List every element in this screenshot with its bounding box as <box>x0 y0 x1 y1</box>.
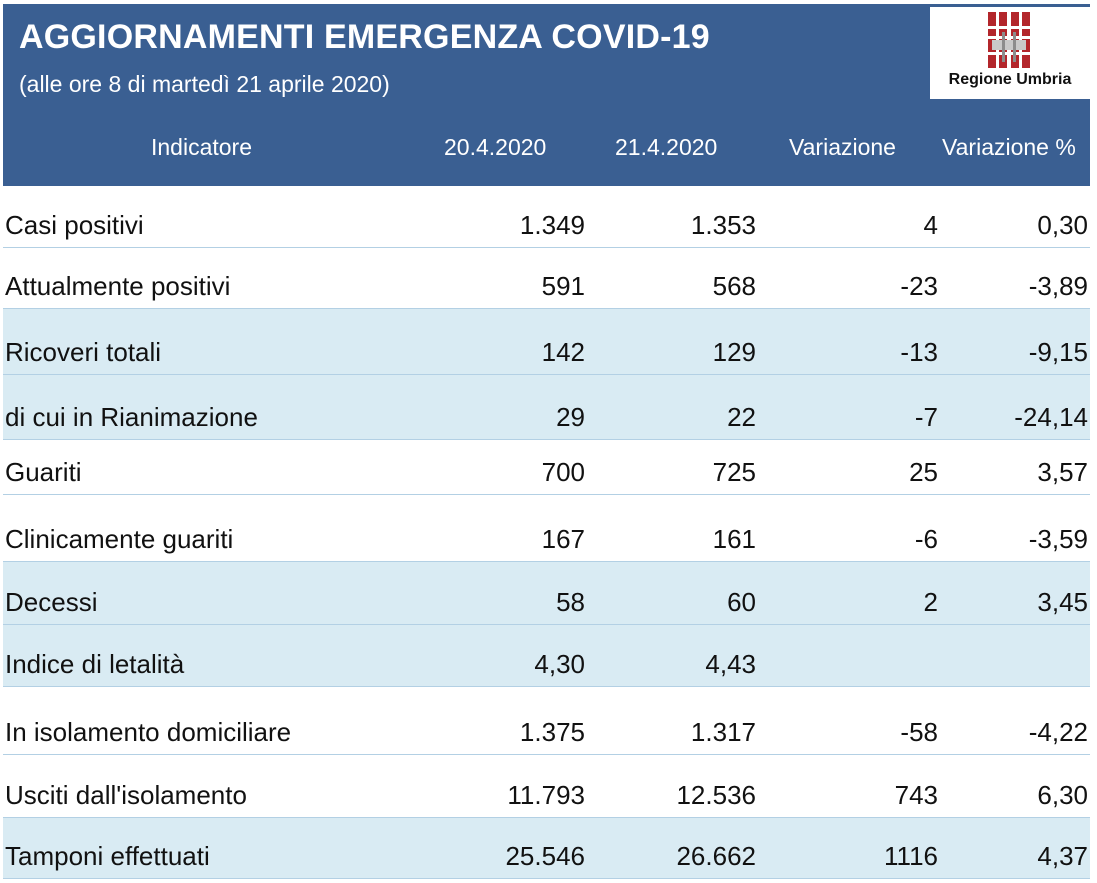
value-date-2: 725 <box>712 457 756 487</box>
indicator-label: Usciti dall'isolamento <box>5 780 247 810</box>
value-date-1: 1.349 <box>519 210 585 240</box>
value-variation: -23 <box>900 271 938 301</box>
value-date-1: 142 <box>541 337 585 367</box>
value-date-1: 25.546 <box>505 841 585 871</box>
value-variation-percent: 3,45 <box>1037 587 1088 617</box>
value-date-1: 29 <box>556 402 585 432</box>
column-header-variazione-percent: Variazione % <box>942 134 1076 160</box>
value-variation-percent: 4,37 <box>1037 841 1088 871</box>
table-row: Indice di letalità 4,30 4,43 <box>3 625 1090 687</box>
table-row: Ricoveri totali 142 129 -13 -9,15 <box>3 309 1090 375</box>
value-date-2: 129 <box>712 337 756 367</box>
indicator-label: di cui in Rianimazione <box>5 402 258 432</box>
value-date-2: 26.662 <box>676 841 756 871</box>
value-date-1: 167 <box>541 524 585 554</box>
value-variation: 2 <box>923 587 938 617</box>
table-row: Guariti 700 725 25 3,57 <box>3 440 1090 495</box>
value-date-2: 22 <box>727 402 756 432</box>
table-row: Attualmente positivi 591 568 -23 -3,89 <box>3 248 1090 309</box>
indicator-label: Guariti <box>5 457 82 487</box>
value-variation: 4 <box>923 210 938 240</box>
table-row: Decessi 58 60 2 3,45 <box>3 562 1090 625</box>
value-variation-percent: -3,59 <box>1028 524 1088 554</box>
page-header: AGGIORNAMENTI EMERGENZA COVID-19 (alle o… <box>3 4 1090 106</box>
value-date-1: 591 <box>541 271 585 301</box>
logo: Regione Umbria <box>930 7 1090 99</box>
indicator-label: Ricoveri totali <box>5 337 162 367</box>
table-row: Casi positivi 1.349 1.353 4 0,30 <box>3 186 1090 248</box>
value-variation-percent: 6,30 <box>1037 780 1088 810</box>
column-header-date-2: 21.4.2020 <box>615 134 718 160</box>
table-row: Clinicamente guariti 167 161 -6 -3,59 <box>3 495 1090 562</box>
indicator-label: Tamponi effettuati <box>5 841 210 871</box>
column-header-indicatore: Indicatore <box>151 134 253 160</box>
indicator-label: Decessi <box>5 587 98 617</box>
value-date-2: 161 <box>712 524 756 554</box>
value-variation-percent: 3,57 <box>1037 457 1088 487</box>
table-header: Indicatore 20.4.2020 21.4.2020 Variazion… <box>3 106 1090 186</box>
logo-text: Regione Umbria <box>948 71 1072 88</box>
indicator-label: Attualmente positivi <box>5 271 231 301</box>
table-row: In isolamento domiciliare 1.375 1.317 -5… <box>3 687 1090 755</box>
value-date-2: 12.536 <box>676 780 756 810</box>
value-date-2: 1.317 <box>690 717 756 747</box>
value-date-2: 568 <box>712 271 756 301</box>
value-variation: 25 <box>909 457 938 487</box>
indicator-label: Indice di letalità <box>5 649 185 679</box>
value-variation: -13 <box>900 337 938 367</box>
value-date-2: 4,43 <box>705 649 756 679</box>
table-row: di cui in Rianimazione 29 22 -7 -24,14 <box>3 375 1090 440</box>
page-title: AGGIORNAMENTI EMERGENZA COVID-19 <box>19 18 710 56</box>
column-header-date-1: 20.4.2020 <box>444 134 547 160</box>
value-date-1: 700 <box>541 457 585 487</box>
value-variation-percent: -4,22 <box>1028 717 1088 747</box>
value-variation: -7 <box>914 402 938 432</box>
value-variation-percent: -24,14 <box>1014 402 1088 432</box>
regione-umbria-logo-icon <box>987 12 1031 68</box>
value-date-1: 4,30 <box>534 649 585 679</box>
page-subtitle: (alle ore 8 di martedì 21 aprile 2020) <box>19 71 390 97</box>
column-header-variazione: Variazione <box>789 134 896 160</box>
value-variation-percent: -9,15 <box>1028 337 1088 367</box>
value-variation: 1116 <box>884 841 938 871</box>
indicator-label: Clinicamente guariti <box>5 524 234 554</box>
value-variation: -6 <box>914 524 938 554</box>
value-variation: 743 <box>894 780 938 810</box>
value-date-1: 11.793 <box>507 780 585 810</box>
value-variation-percent: -3,89 <box>1028 271 1088 301</box>
table-row: Tamponi effettuati 25.546 26.662 1116 4,… <box>3 818 1090 879</box>
indicator-label: In isolamento domiciliare <box>5 717 292 747</box>
value-date-1: 58 <box>556 587 585 617</box>
indicator-label: Casi positivi <box>5 210 144 240</box>
value-date-1: 1.375 <box>519 717 585 747</box>
value-date-2: 1.353 <box>690 210 756 240</box>
value-date-2: 60 <box>727 587 756 617</box>
value-variation: -58 <box>900 717 938 747</box>
value-variation-percent: 0,30 <box>1037 210 1088 240</box>
table-row: Usciti dall'isolamento 11.793 12.536 743… <box>3 755 1090 818</box>
